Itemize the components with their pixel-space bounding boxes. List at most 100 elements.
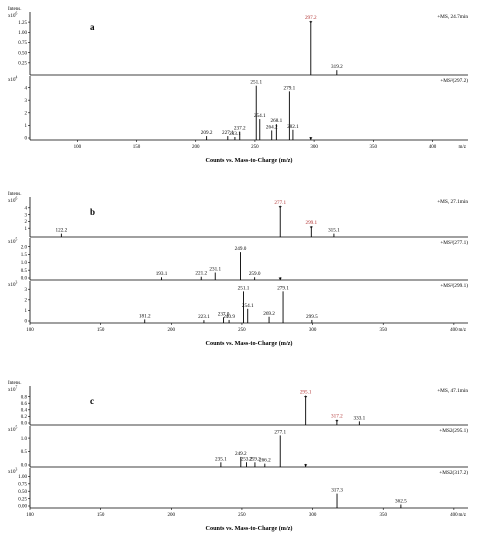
x-axis-title: Counts vs. Mass-to-Charge (m/z) — [206, 340, 293, 347]
y-tick-label: 1 — [25, 309, 28, 314]
spectrum-panel: x103 0.00 0.25 0.50 0.75 1.00 +MS2(317.2) 317.3… — [8, 468, 468, 533]
spectrum-header: +MS, 24.7min — [437, 14, 468, 20]
y-tick-label: 0.00 — [18, 505, 27, 510]
y-scale-label: x105 — [8, 426, 18, 434]
y-tick-label: 0.0 — [21, 277, 28, 282]
peak-label: 231.1 — [209, 267, 221, 273]
x-tick-label: 250 — [238, 328, 246, 333]
peak-label: 233.1 — [229, 131, 241, 137]
peak-label: 299.1 — [305, 220, 317, 226]
peak-label: 237.0 — [218, 311, 230, 317]
x-tick-label: 300 — [309, 328, 317, 333]
peak-label: 264.2 — [266, 124, 278, 130]
x-tick-label: 350 — [379, 328, 387, 333]
y-tick-label: 0.5 — [21, 450, 28, 455]
y-tick-label: 0.75 — [18, 483, 27, 488]
x-unit-label: m/z — [459, 328, 467, 333]
spectrum-header: +MS2(295.1) — [439, 427, 468, 434]
x-tick-label: 200 — [192, 145, 200, 150]
x-tick-label: 400 — [450, 513, 458, 518]
y-scale-label: x106 — [8, 12, 18, 20]
peak-label: 277.1 — [274, 429, 286, 435]
spectrum-panel: x105 0.0 0.5 1.0 1.5 2.0 +MS²(277.1) 193.1 221.2… — [8, 238, 468, 282]
peak-label: 249.0 — [235, 246, 247, 252]
precursor-marker — [278, 206, 282, 209]
y-tick-label: 0.0 — [21, 422, 28, 427]
y-tick-label: 0 — [25, 137, 28, 142]
y-tick-label: 0.75 — [18, 41, 27, 46]
x-tick-label: 200 — [168, 328, 176, 333]
x-tick-label: 400 — [450, 328, 458, 333]
y-tick-label: 1.00 — [18, 475, 27, 480]
panel-label: b — [90, 207, 95, 217]
y-tick-label: 0.50 — [18, 51, 27, 56]
y-tick-label: 2 — [25, 299, 28, 304]
spectrum-header: +MS²(299.1) — [440, 282, 468, 289]
peak-label: 279.1 — [284, 85, 296, 91]
peak-label: 295.1 — [300, 390, 312, 396]
y-axis-label: Intens. — [8, 7, 21, 12]
peak-label: 277.1 — [274, 200, 286, 206]
y-tick-label: 0.2 — [21, 415, 28, 420]
precursor-marker — [304, 464, 308, 467]
x-tick-label: 400 — [429, 145, 437, 150]
spectrum-panel: x104 0 1 2 3 4 +MS²(297.2) 209.2 227.1233.1237.2… — [8, 76, 468, 165]
precursor-marker — [278, 277, 282, 280]
x-tick-label: 250 — [238, 513, 246, 518]
peak-label: 227.1 — [222, 130, 234, 136]
x-tick-label: 100 — [74, 145, 82, 150]
spectrum-header: +MS, 47.1min — [437, 388, 468, 394]
peak-label: 315.1 — [328, 228, 340, 234]
peak-label: 299.5 — [306, 314, 318, 320]
y-axis-label: Intens. — [8, 381, 21, 386]
peak-label: 254.1 — [254, 113, 266, 119]
y-tick-label: 0.25 — [18, 497, 27, 502]
spectrum-header: +MS²(297.2) — [440, 77, 468, 84]
y-tick-label: 2 — [25, 111, 28, 116]
y-scale-label: x107 — [8, 386, 18, 394]
y-tick-label: 2 — [25, 220, 28, 225]
x-tick-label: 100 — [26, 328, 34, 333]
y-tick-label: 0.4 — [21, 409, 28, 414]
y-tick-label: 1.25 — [18, 21, 27, 26]
peak-label: 362.5 — [395, 499, 407, 505]
peak-label: 317.3 — [331, 488, 343, 494]
x-tick-label: 250 — [251, 145, 259, 150]
spectrum-header: +MS²(277.1) — [440, 239, 468, 246]
y-tick-label: 0.0 — [21, 464, 28, 469]
peak-label: 251.1 — [250, 80, 262, 86]
y-tick-label: 1.0 — [21, 437, 28, 442]
x-tick-label: 100 — [26, 513, 34, 518]
spectrum-header: +MS2(317.2) — [439, 469, 468, 476]
peak-label: 223.1 — [198, 314, 210, 320]
y-tick-label: 3 — [25, 288, 28, 293]
peak-label: 193.1 — [156, 271, 168, 277]
peak-label: 319.2 — [331, 64, 343, 70]
precursor-marker — [309, 21, 313, 24]
peak-label: 240.9 — [223, 314, 235, 320]
y-tick-label: 0.5 — [21, 269, 28, 274]
peak-label: 221.2 — [195, 271, 207, 277]
y-tick-label: 1.0 — [21, 261, 28, 266]
peak-label: 259.2 — [249, 456, 261, 462]
y-tick-label: 4 — [25, 86, 28, 91]
peak-label: 268.1 — [271, 118, 283, 124]
peak-label: 209.2 — [201, 130, 213, 136]
peak-label: 333.1 — [354, 415, 366, 421]
panel-label: c — [90, 396, 94, 406]
panel-label: a — [90, 22, 95, 32]
y-tick-label: 1.00 — [18, 31, 27, 36]
peak-label: 235.1 — [215, 456, 227, 462]
peak-label: 253.2 — [241, 456, 253, 462]
x-tick-label: 300 — [310, 145, 318, 150]
peak-label: 259.0 — [249, 271, 261, 277]
y-tick-label: 0.25 — [18, 62, 27, 67]
y-scale-label: x103 — [8, 281, 18, 289]
peak-label: 122.2 — [56, 228, 68, 234]
x-unit-label: m/z — [459, 513, 467, 518]
x-tick-label: 350 — [379, 513, 387, 518]
